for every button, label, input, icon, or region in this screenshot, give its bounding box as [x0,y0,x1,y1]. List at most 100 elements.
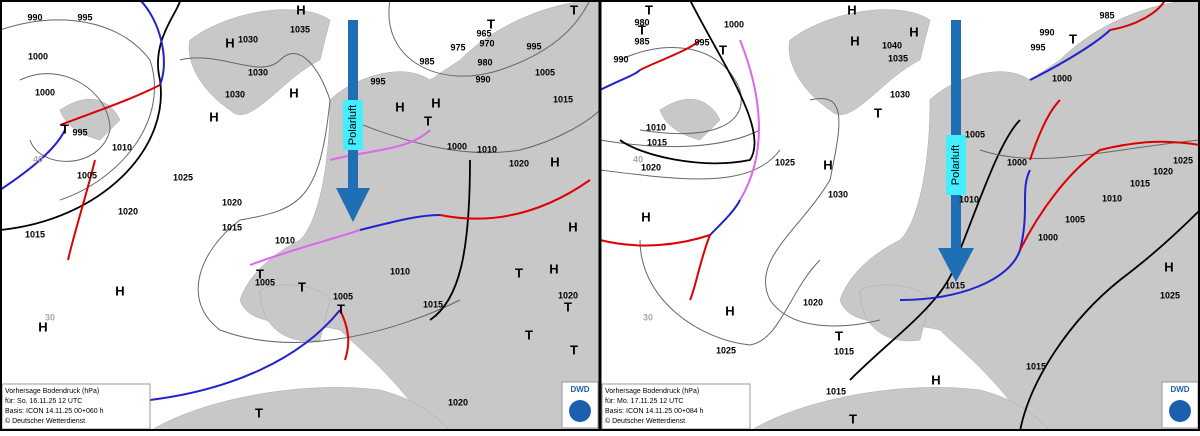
isobar-label: 1015 [553,94,573,104]
pressure-center: T [638,22,646,37]
isobar-label: 965 [476,28,491,38]
isobar [1019,209,1200,432]
isobar-label: 1015 [945,280,965,290]
cold-front [67,159,96,261]
isobar [429,159,471,321]
isobar-label: 1010 [275,235,295,245]
pressure-center: T [256,266,264,281]
isobar [764,98,881,327]
info-line: Basis: ICON 14.11.25 00+084 h [605,408,704,415]
arrow-label: Polarluft [950,145,962,185]
pressure-center: H [641,209,650,224]
isobar-label: 985 [1099,10,1114,20]
pressure-center: H [909,24,918,39]
isobar [349,109,601,154]
isobar-label: 1000 [1038,232,1058,242]
isobar [639,239,821,346]
isobar-label: 985 [419,56,434,66]
isobar-label: 1015 [647,137,667,147]
pressure-center: H [823,157,832,172]
isobar-label: 1005 [535,67,555,77]
isobar-label: 1010 [112,142,132,152]
isobar-label: 1000 [35,87,55,97]
pressure-center: H [1164,259,1173,274]
isobar-label: 995 [72,127,87,137]
polar-air-arrow-head [938,248,974,282]
isobar [0,19,155,201]
isobar-label: 1020 [509,158,529,168]
occlusion [739,39,760,201]
isobar-label: 1005 [333,291,353,301]
pressure-center: T [835,328,843,343]
logo-text: DWD [570,385,589,394]
isobar-label: 1025 [1160,290,1180,300]
isobar-label: 985 [634,36,649,46]
isobar-label: 1015 [423,299,443,309]
info-line: © Deutscher Wetterdienst [5,417,85,425]
isobar-label: 990 [613,54,628,64]
pressure-center: T [1069,31,1077,46]
isobar-label: 1010 [477,144,497,154]
pressure-center: H [289,85,298,100]
isobar-label: 1000 [724,19,744,29]
warm-front [339,309,350,361]
isobar-label: 1025 [775,157,795,167]
isobar [979,139,1200,160]
isobar-label: 990 [27,12,42,22]
pressure-center: T [298,279,306,294]
isobar-label: 1030 [828,189,848,199]
isobar-label: 1000 [1007,157,1027,167]
isobar-label: 995 [370,76,385,86]
isobar-label: 1020 [222,197,242,207]
warm-front [1019,140,1200,251]
pressure-center: T [570,342,578,357]
isobar-label: 1030 [225,89,245,99]
pressure-center: H [931,372,940,387]
isobar-label: 30 [45,312,55,322]
warm-front [599,39,711,247]
isobar-label: 1005 [255,277,275,287]
isobar-label: 1020 [558,290,578,300]
pressure-center: T [337,301,345,316]
pressure-center: H [549,261,558,276]
cold-front [599,69,741,236]
isobar-label: 1010 [1102,193,1122,203]
isobar-label: 975 [450,42,465,52]
isobar-label: 1030 [248,67,268,77]
isobar [179,53,461,343]
pressure-center: T [61,121,69,136]
cold-front [149,309,341,401]
isobar [599,129,781,180]
info-line: für: So. 16.11.25 12 UTC [5,398,82,405]
info-box [601,383,751,430]
pressure-center: H [296,2,305,17]
logo-mark [569,400,591,422]
isobar-label: 1010 [646,122,666,132]
warm-front [1029,0,1166,161]
isobar-label: 1005 [77,170,97,180]
isobar-label: 1015 [826,386,846,396]
cold-front [899,169,1031,301]
isobar-label: 1040 [882,40,902,50]
isobar-label: 1025 [173,172,193,182]
isobar-label: 1000 [447,141,467,151]
isobar-label: 1030 [238,34,258,44]
pressure-center: T [525,327,533,342]
info-line: Vorhersage Bodendruck (hPa) [5,388,99,395]
pressure-center: H [209,109,218,124]
isobar [388,0,591,77]
pressure-center: T [570,2,578,17]
isobar-label: 995 [694,37,709,47]
pressure-center: H [395,99,404,114]
left-panel: 990 995 1000 1000 995 1005 1010 1020 1015 1025 102… [0,0,601,432]
isobar-label: 995 [526,41,541,51]
pressure-center: T [874,105,882,120]
pressure-center: T [424,113,432,128]
isobar [619,47,742,135]
isobar-label: 1015 [834,346,854,356]
pressure-center: H [225,35,234,50]
pressure-center: T [564,299,572,314]
isobar-label: 1020 [118,206,138,216]
isobar-label: 990 [1039,27,1054,37]
cold-front [0,0,165,191]
